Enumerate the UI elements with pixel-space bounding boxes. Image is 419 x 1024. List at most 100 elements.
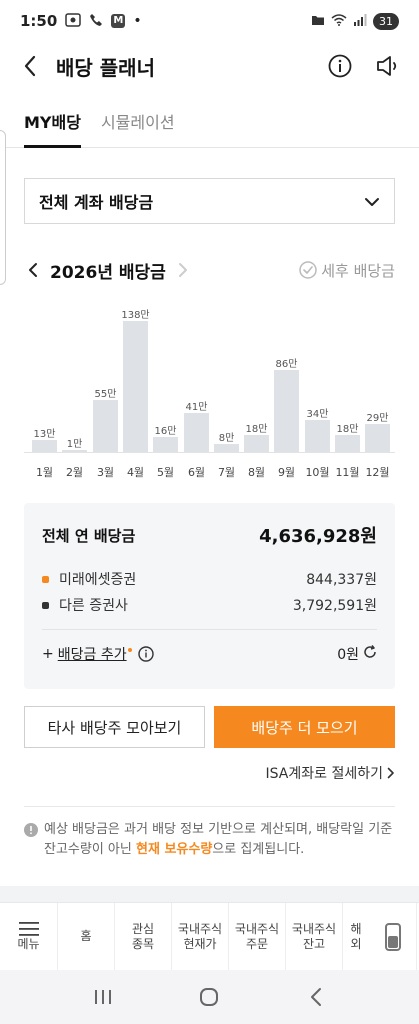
- nav-item-domestic-quote[interactable]: 국내주식 현재가: [172, 902, 229, 971]
- speaker-icon: [377, 56, 397, 76]
- bar-value-label: 16만: [154, 426, 177, 437]
- month-tick-label: 3월: [96, 466, 115, 479]
- month-tick-label: 9월: [277, 466, 296, 479]
- dividend-summary-card: 전체 연 배당금 4,636,928원 미래에셋증권 844,337원 다른 증…: [24, 503, 395, 689]
- add-info-button[interactable]: [137, 646, 154, 662]
- back-button[interactable]: [18, 54, 42, 78]
- add-dividend-link[interactable]: 배당금 추가: [57, 647, 127, 663]
- nav-toggle-button[interactable]: [369, 902, 417, 971]
- account-select[interactable]: 전체 계좌 배당금: [24, 178, 395, 224]
- year-label: 2026년 배당금: [50, 262, 166, 283]
- nav-item-domestic-order[interactable]: 국내주식 주문: [229, 902, 286, 971]
- year-navigator: 2026년 배당금 세후 배당금: [24, 256, 395, 284]
- bar-column-9[interactable]: 86만 9월: [272, 290, 301, 485]
- bar-value-label: 34만: [306, 409, 329, 420]
- bar: [305, 420, 330, 452]
- month-tick-label: 4월: [126, 466, 145, 479]
- bar-column-6[interactable]: 41만 6월: [182, 290, 211, 485]
- bar: [32, 440, 57, 452]
- bar-column-5[interactable]: 16만 5월: [151, 290, 180, 485]
- collect-more-dividend-button[interactable]: 배당주 더 모으기: [214, 706, 395, 748]
- bar-column-8[interactable]: 18만 8월: [242, 290, 271, 485]
- monthly-dividend-chart: 13만 1월 1만 2월 55만 3월 138만 4월 16만 5월 41만 6월 8만 7월 18만 8월 8…: [24, 290, 395, 485]
- header-actions: [327, 53, 401, 79]
- broker-row-other: 다른 증권사 3,792,591원: [42, 593, 377, 617]
- add-value-group: 0원: [337, 644, 377, 664]
- bar-value-label: 86만: [275, 359, 298, 370]
- nav-label: 홈: [80, 929, 92, 943]
- broker-label: 다른 증권사: [59, 598, 128, 614]
- legend-dot: [42, 601, 49, 609]
- nav-item-home[interactable]: 홈: [58, 902, 115, 971]
- back-arrow-icon: [310, 988, 321, 1006]
- recent-apps-icon: [95, 990, 112, 1004]
- tab-my-dividend[interactable]: MY배당: [24, 100, 81, 148]
- refresh-button[interactable]: [363, 645, 377, 663]
- notice-part1: 예상 배당금은 과거 배당 정보 기반으로 계산되며, 배당락일 기준 잔고수량…: [44, 822, 393, 857]
- prev-year-button[interactable]: [24, 261, 42, 279]
- bar: [93, 400, 118, 452]
- nav-menu-button[interactable]: 메뉴: [0, 902, 58, 971]
- isa-account-link[interactable]: ISA계좌로 절세하기: [266, 763, 395, 783]
- check-circle-icon: [299, 261, 317, 279]
- info-button[interactable]: [327, 53, 353, 79]
- nav-label: 국내주식: [177, 921, 223, 936]
- bar-column-3[interactable]: 55만 3월: [91, 290, 120, 485]
- side-handle[interactable]: [0, 130, 6, 285]
- new-dot-icon: [127, 648, 132, 652]
- bar-value-label: 8만: [218, 433, 235, 444]
- bar-column-2[interactable]: 1만 2월: [60, 290, 89, 485]
- speaker-button[interactable]: [375, 53, 401, 79]
- bar: [274, 370, 299, 452]
- bar-column-7[interactable]: 8만 7월: [212, 290, 241, 485]
- after-tax-label: 세후 배당금: [321, 261, 395, 280]
- tab-bar: MY배당 시뮬레이션: [0, 100, 419, 148]
- chart-baseline: [24, 452, 395, 453]
- tab-simulation[interactable]: 시뮬레이션: [100, 113, 175, 132]
- broker-value: 844,337원: [306, 572, 377, 588]
- notice-text: 예상 배당금은 과거 배당 정보 기반으로 계산되며, 배당락일 기준 잔고수량…: [44, 820, 395, 860]
- bar-column-4[interactable]: 138만 4월: [121, 290, 150, 485]
- bar-value-label: 18만: [336, 424, 359, 435]
- status-right: 31: [311, 12, 399, 30]
- nav-item-overseas[interactable]: 해 외: [343, 903, 369, 971]
- chevron-left-icon: [29, 263, 37, 277]
- month-tick-label: 8월: [247, 466, 266, 479]
- month-tick-label: 12월: [365, 466, 390, 479]
- bar-column-12[interactable]: 29만 12월: [363, 290, 392, 485]
- month-tick-label: 7월: [217, 466, 236, 479]
- bar: [335, 435, 360, 452]
- bar-column-11[interactable]: 18만 11월: [333, 290, 362, 485]
- section-divider: [24, 806, 395, 807]
- bar: [244, 435, 269, 452]
- account-select-value: 전체 계좌 배당금: [39, 193, 154, 212]
- nav-item-domestic-balance[interactable]: 국내주식 잔고: [286, 902, 343, 971]
- broker-label: 미래에셋증권: [59, 572, 137, 588]
- alert-icon: [24, 823, 38, 837]
- gray-band: [0, 886, 419, 902]
- after-tax-toggle[interactable]: 세후 배당금: [299, 260, 395, 281]
- nav-item-watchlist[interactable]: 관심 종목: [115, 902, 172, 971]
- other-broker-dividend-button[interactable]: 타사 배당주 모아보기: [24, 706, 205, 748]
- recent-apps-button[interactable]: [85, 979, 121, 1015]
- call-icon: [89, 13, 103, 30]
- notice-part2: 으로 집계됩니다.: [212, 842, 305, 857]
- folder-icon: [311, 14, 325, 29]
- notice: 예상 배당금은 과거 배당 정보 기반으로 계산되며, 배당락일 기준 잔고수량…: [24, 820, 395, 860]
- notification-dot-icon: •: [133, 13, 142, 29]
- screenshot-icon: [65, 12, 82, 30]
- bar-value-label: 29만: [366, 413, 389, 424]
- bar: [184, 413, 209, 452]
- home-button[interactable]: [191, 979, 227, 1015]
- status-time: 1:50: [20, 12, 58, 30]
- nav-label: 외: [350, 936, 362, 951]
- nav-label: 현재가: [183, 936, 217, 951]
- nav-label: 국내주식: [234, 921, 280, 936]
- next-year-button[interactable]: [174, 261, 192, 279]
- bar-column-10[interactable]: 34만 10월: [303, 290, 332, 485]
- system-back-button[interactable]: [298, 979, 334, 1015]
- bar-column-1[interactable]: 13만 1월: [30, 290, 59, 485]
- bar-value-label: 18만: [245, 424, 268, 435]
- bar-value-label: 138만: [121, 310, 150, 321]
- info-icon: [137, 646, 154, 662]
